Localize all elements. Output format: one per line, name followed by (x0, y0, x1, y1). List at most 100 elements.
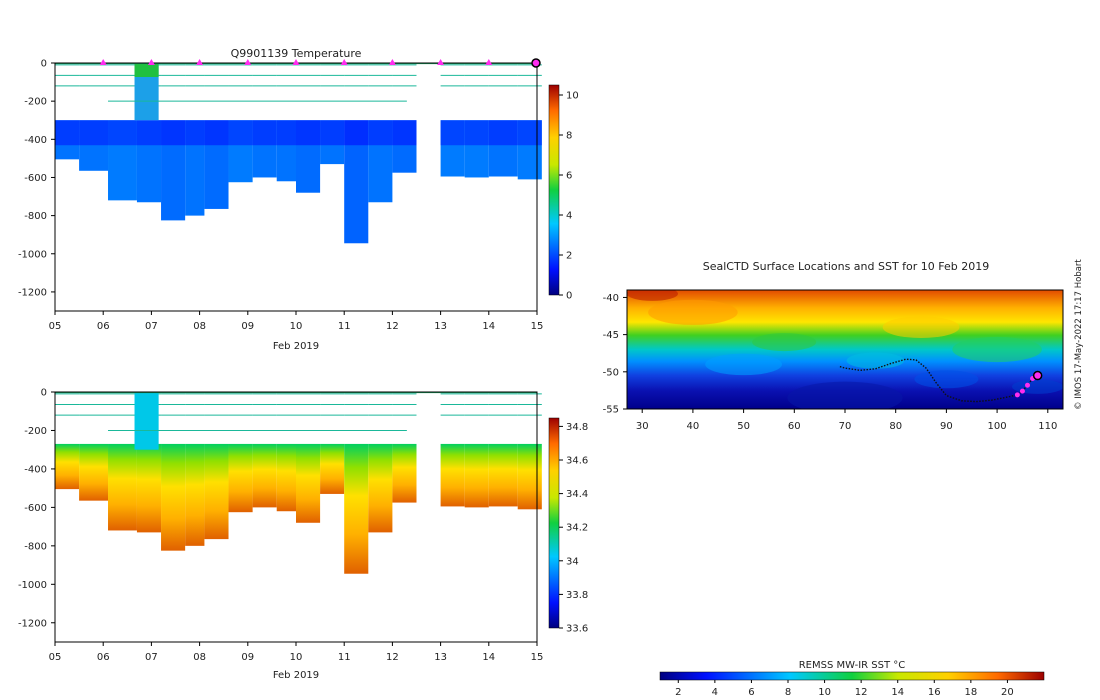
x-tick-label: 13 (434, 652, 447, 663)
x-tick-label: 06 (97, 652, 110, 663)
colorbar-tick-label: 34.6 (566, 456, 588, 467)
temperature-y-ticks: 0 -200 -400 -600 -800 -1000 -1200 (18, 59, 55, 298)
credit-text: © IMOS 17-May-2022 17:17 Hobart (1074, 259, 1084, 410)
sst-colorbar-ticks: 2 4 6 8 10 12 14 16 18 20 (675, 680, 1014, 698)
sst-colorbar-tick-label: 20 (1001, 687, 1014, 698)
map-x-ticks: 30 40 50 60 70 80 90 100 110 (636, 409, 1057, 432)
sst-eddy (846, 352, 905, 369)
colorbar-tick-label: 33.6 (566, 624, 588, 635)
colorbar-tick-label: 4 (566, 211, 572, 222)
x-tick-label: 08 (193, 652, 206, 663)
temperature-cold-layer (228, 120, 253, 146)
temperature-cold-layer (276, 120, 296, 146)
sst-colorbar-tick-label: 12 (855, 687, 868, 698)
x-tick-label: 15 (531, 652, 544, 663)
sst-colorbar-tick-label: 2 (675, 687, 681, 698)
temperature-cold-layer (136, 120, 162, 146)
x-tick-label: 07 (145, 652, 158, 663)
temperature-panel: Q9901139 Temperature 0 -200 -400 -600 -800 -1… (18, 47, 579, 352)
sst-eddy (752, 333, 817, 352)
profile-marker (388, 59, 396, 65)
lon-tick-label: 40 (687, 421, 700, 432)
profile-marker (437, 59, 445, 65)
map-title: SealCTD Surface Locations and SST for 10… (703, 260, 990, 273)
salinity-profile-cell (185, 443, 205, 546)
x-tick-label: 06 (97, 321, 110, 332)
lat-tick-label: -40 (603, 293, 619, 304)
map-y-ticks: -40 -45 -50 -55 (603, 293, 627, 416)
y-tick-label: -400 (24, 464, 47, 475)
salinity-profile-cell (136, 443, 162, 533)
salinity-profile-cell (320, 443, 345, 494)
lat-tick-label: -50 (603, 367, 619, 378)
recent-position (1014, 392, 1020, 398)
x-tick-label: 14 (482, 321, 495, 332)
temperature-cold-layer (55, 120, 80, 146)
x-tick-label: 05 (49, 652, 62, 663)
sst-eddy (705, 353, 783, 376)
temperature-cold-layer (392, 120, 417, 146)
last-position-marker (1032, 370, 1043, 381)
profile-marker (292, 59, 300, 65)
temperature-cold-layer (440, 120, 465, 146)
salinity-profile-cell (276, 443, 296, 512)
y-tick-label: -200 (24, 97, 47, 108)
salinity-x-ticks: 05 06 07 08 09 10 11 12 13 14 15 (49, 642, 544, 663)
salinity-cells (55, 391, 542, 574)
profile-marker (485, 59, 493, 65)
profile-marker (340, 59, 348, 65)
salinity-y-ticks: 0 -200 -400 -600 -800 -1000 -1200 (18, 388, 55, 629)
x-tick-label: 10 (290, 652, 303, 663)
temperature-cold-layer (185, 120, 205, 146)
y-tick-label: -400 (24, 135, 47, 146)
recent-position (1019, 388, 1025, 394)
profile-marker (196, 59, 204, 65)
lat-tick-label: -45 (603, 330, 619, 341)
salinity-surface-column (134, 392, 159, 450)
profile-markers (99, 58, 541, 68)
profile-marker (244, 59, 252, 65)
sst-colorbar-tick-label: 14 (891, 687, 904, 698)
y-tick-label: -1200 (18, 287, 47, 298)
sst-map-panel: SealCTD Surface Locations and SST for 10… (603, 259, 1084, 698)
x-tick-label: 11 (338, 652, 351, 663)
x-tick-label: 11 (338, 321, 351, 332)
colorbar-tick-label: 0 (566, 291, 572, 302)
profile-marker (99, 59, 107, 65)
salinity-profile-cell (392, 443, 417, 503)
salinity-panel: 0 -200 -400 -600 -800 -1000 -1200 05 06 07 08 09 10… (18, 388, 588, 682)
salinity-profile-cell (368, 443, 393, 533)
salinity-colorbar-ticks: 33.6 33.8 34 34.2 34.4 34.6 34.8 (559, 422, 588, 635)
temperature-surface-warm (134, 63, 159, 77)
x-tick-label: 14 (482, 652, 495, 663)
temperature-title: Q9901139 Temperature (231, 47, 362, 60)
sst-colorbar-tick-label: 16 (928, 687, 941, 698)
salinity-profile-cell (440, 443, 465, 507)
salinity-profile-cell (79, 443, 109, 501)
lon-tick-label: 90 (940, 421, 953, 432)
x-tick-label: 12 (386, 321, 399, 332)
sst-eddies (627, 290, 1063, 409)
temperature-cold-layer (161, 120, 186, 146)
lon-tick-label: 50 (737, 421, 750, 432)
colorbar-tick-label: 6 (566, 171, 572, 182)
sst-colorbar-tick-label: 10 (818, 687, 831, 698)
y-tick-label: -200 (24, 426, 47, 437)
temperature-cold-layer (517, 120, 542, 146)
colorbar-tick-label: 34 (566, 556, 579, 567)
x-tick-label: 08 (193, 321, 206, 332)
temperature-colorbar-ticks: 0 2 4 6 8 10 (559, 91, 579, 302)
salinity-profile-cell (344, 443, 369, 574)
x-tick-label: 07 (145, 321, 158, 332)
lon-tick-label: 100 (988, 421, 1007, 432)
x-tick-label: 10 (290, 321, 303, 332)
sst-eddy (787, 381, 903, 409)
y-tick-label: -600 (24, 503, 47, 514)
sst-eddy (914, 370, 979, 389)
lon-tick-label: 60 (788, 421, 801, 432)
temperature-cold-layer (204, 120, 229, 146)
sst-colorbar (659, 671, 1045, 681)
colorbar-tick-label: 34.4 (566, 489, 588, 500)
temperature-cold-layer (79, 120, 109, 146)
